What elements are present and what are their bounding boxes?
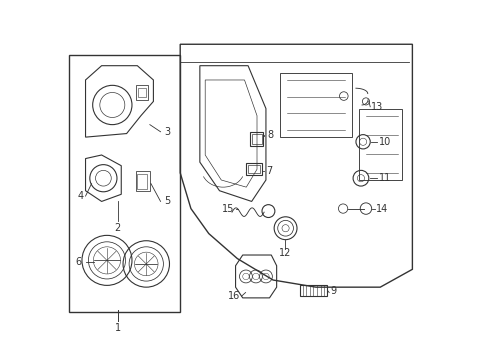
Text: 7: 7 (265, 166, 272, 176)
Bar (138, 88, 145, 97)
Bar (249, 132, 263, 146)
Text: 16: 16 (227, 291, 240, 301)
Text: 15: 15 (222, 203, 234, 213)
Bar (251, 134, 261, 144)
Text: 5: 5 (164, 197, 170, 206)
Text: 13: 13 (370, 102, 383, 112)
Text: 11: 11 (378, 173, 390, 183)
Text: 14: 14 (375, 203, 387, 213)
Text: 10: 10 (378, 137, 390, 147)
Text: 4: 4 (77, 191, 83, 201)
Bar (135, 171, 149, 191)
Bar (137, 174, 147, 189)
Bar (246, 163, 262, 175)
Bar (135, 85, 148, 100)
Text: 8: 8 (267, 130, 273, 140)
Bar (299, 285, 326, 296)
Bar (280, 73, 351, 137)
Text: 9: 9 (329, 286, 336, 296)
Bar (247, 165, 259, 173)
Text: 1: 1 (114, 323, 121, 333)
Text: 6: 6 (75, 257, 81, 267)
Text: 12: 12 (278, 248, 290, 258)
Text: 2: 2 (114, 223, 121, 233)
Bar (358, 109, 401, 180)
Bar (69, 55, 180, 312)
Text: 3: 3 (164, 127, 170, 137)
